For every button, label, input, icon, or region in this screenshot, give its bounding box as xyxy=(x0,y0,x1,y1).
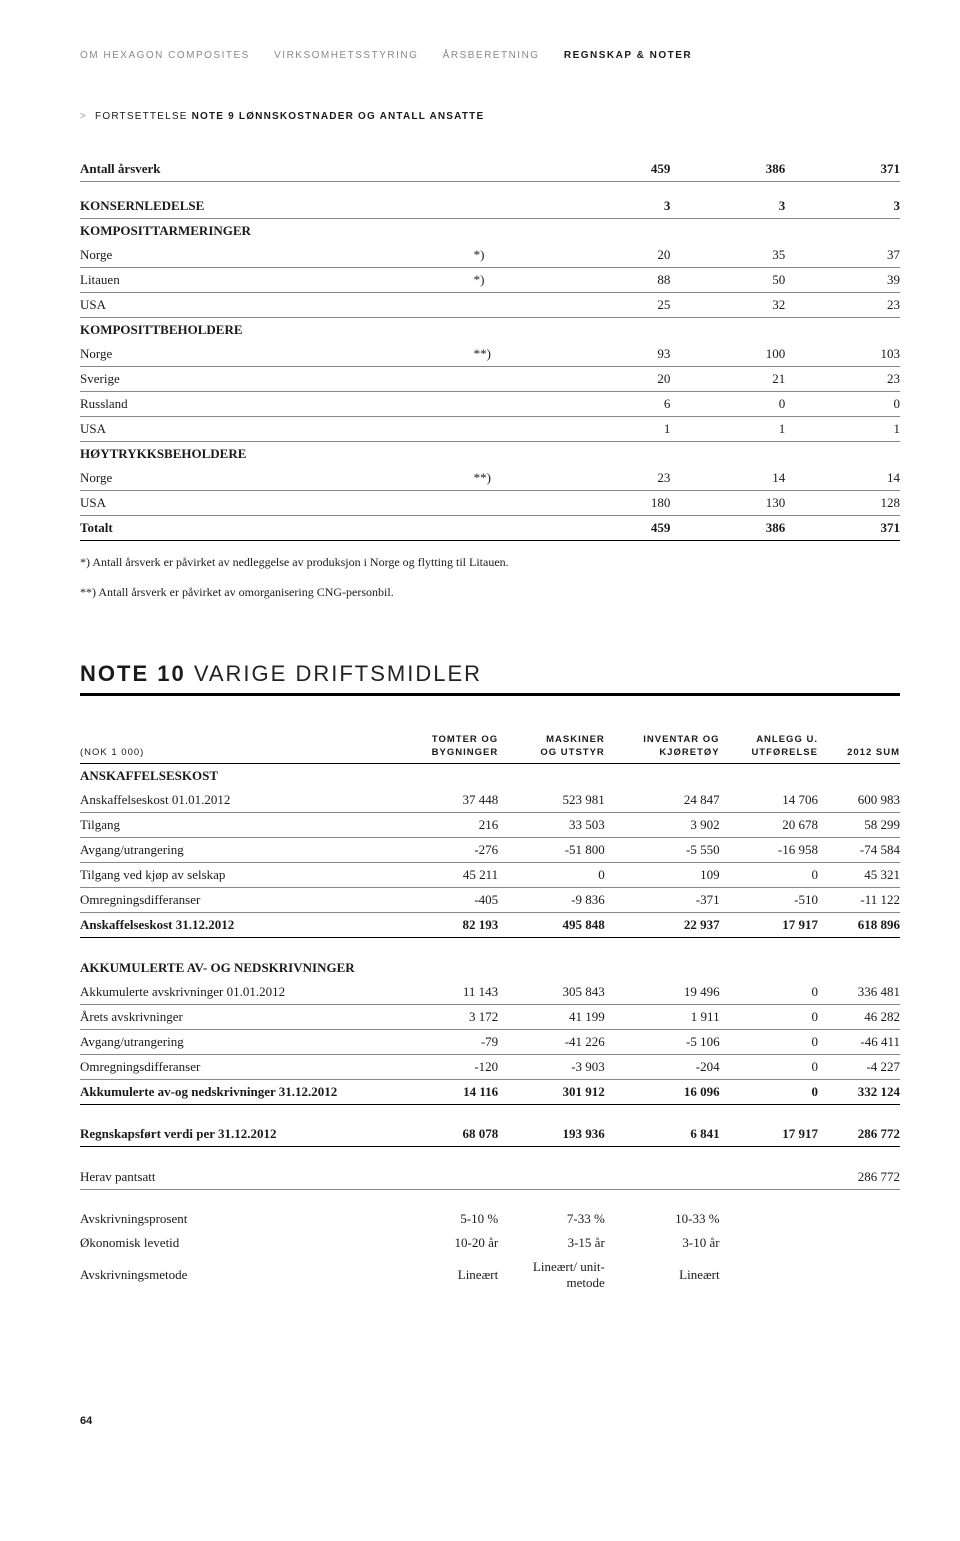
table-row: Økonomisk levetid10-20 år3-15 år3-10 år xyxy=(80,1231,900,1255)
table-row: KOMPOSITTBEHOLDERE xyxy=(80,317,900,342)
table-row: Anskaffelseskost 01.01.201237 448523 981… xyxy=(80,788,900,813)
note-number: NOTE 10 xyxy=(80,661,186,686)
table-row: Tilgang21633 5033 90220 67858 299 xyxy=(80,813,900,838)
table-row xyxy=(80,938,900,956)
table-row: Anskaffelseskost 31.12.201282 193495 848… xyxy=(80,913,900,938)
table-row: Årets avskrivninger3 17241 1991 911046 2… xyxy=(80,1004,900,1029)
table-row: Russland600 xyxy=(80,391,900,416)
table-row: Norge**)231414 xyxy=(80,466,900,491)
table-row: Totalt459386371 xyxy=(80,515,900,540)
table-row: Avskrivningsprosent5-10 %7-33 %10-33 % xyxy=(80,1207,900,1231)
footnote: **) Antall årsverk er påvirket av omorga… xyxy=(80,583,900,601)
nav-item[interactable]: ÅRSBERETNING xyxy=(443,50,540,61)
table-row: USA180130128 xyxy=(80,490,900,515)
col-header: INVENTAR OGKJØRETØY xyxy=(605,731,720,764)
table-row: KOMPOSITTARMERINGER xyxy=(80,218,900,243)
continuation-prefix: FORTSETTELSE xyxy=(95,111,188,122)
table-row: USA253223 xyxy=(80,292,900,317)
col-header: MASKINEROG UTSTYR xyxy=(498,731,605,764)
table-row: Regnskapsført verdi per 31.12.201268 078… xyxy=(80,1122,900,1147)
table-row: Omregningsdifferanser-120-3 903-2040-4 2… xyxy=(80,1054,900,1079)
table-row: Herav pantsatt286 772 xyxy=(80,1165,900,1190)
continuation-line: > FORTSETTELSE NOTE 9 LØNNSKOSTNADER OG … xyxy=(80,111,900,122)
table-row: ANSKAFFELSESKOST xyxy=(80,764,900,789)
continuation-title: NOTE 9 LØNNSKOSTNADER OG ANTALL ANSATTE xyxy=(192,111,485,122)
table-row xyxy=(80,1147,900,1165)
caret-icon: > xyxy=(80,111,87,122)
table-row: Omregningsdifferanser-405-9 836-371-510-… xyxy=(80,888,900,913)
table-row: Akkumulerte avskrivninger 01.01.201211 1… xyxy=(80,980,900,1005)
table-row: HØYTRYKKSBEHOLDERE xyxy=(80,441,900,466)
table-row: Norge*)203537 xyxy=(80,243,900,268)
table-row: AvskrivningsmetodeLineærtLineært/ unit-m… xyxy=(80,1255,900,1295)
table-row: Avgang/utrangering-276-51 800-5 550-16 9… xyxy=(80,838,900,863)
table-row xyxy=(80,182,900,194)
table-row: Avgang/utrangering-79-41 226-5 1060-46 4… xyxy=(80,1029,900,1054)
table-row: USA111 xyxy=(80,416,900,441)
table-row: KONSERNLEDELSE333 xyxy=(80,194,900,219)
table-row: AKKUMULERTE AV- OG NEDSKRIVNINGER xyxy=(80,956,900,980)
table-row: Akkumulerte av-og nedskrivninger 31.12.2… xyxy=(80,1079,900,1104)
nav-item[interactable]: OM HEXAGON COMPOSITES xyxy=(80,50,250,61)
table-row: Sverige202123 xyxy=(80,366,900,391)
col-header: 2012 SUM xyxy=(818,731,900,764)
table-row: Tilgang ved kjøp av selskap45 2110109045… xyxy=(80,863,900,888)
col-header: TOMTER OGBYGNINGER xyxy=(392,731,499,764)
table-row xyxy=(80,1104,900,1122)
footnote: *) Antall årsverk er påvirket av nedlegg… xyxy=(80,553,900,571)
nav-item[interactable]: VIRKSOMHETSSTYRING xyxy=(274,50,418,61)
nav-item-active[interactable]: REGNSKAP & NOTER xyxy=(564,50,692,61)
note-rule xyxy=(80,693,900,696)
page-number: 64 xyxy=(80,1415,900,1427)
table-row xyxy=(80,1189,900,1207)
table-header-row: (NOK 1 000) TOMTER OGBYGNINGER MASKINERO… xyxy=(80,731,900,764)
table-note10: (NOK 1 000) TOMTER OGBYGNINGER MASKINERO… xyxy=(80,731,900,1296)
col-header: ANLEGG U.UTFØRELSE xyxy=(720,731,818,764)
note-title: VARIGE DRIFTSMIDLER xyxy=(194,661,482,686)
table-note9: Antall årsverk459386371 KONSERNLEDELSE333… xyxy=(80,157,900,541)
note10-heading: NOTE 10 VARIGE DRIFTSMIDLER xyxy=(80,661,900,687)
unit-label: (NOK 1 000) xyxy=(80,731,392,764)
table-row: Litauen*)885039 xyxy=(80,267,900,292)
header-nav: OM HEXAGON COMPOSITES VIRKSOMHETSSTYRING… xyxy=(80,50,900,61)
table-row: Antall årsverk459386371 xyxy=(80,157,900,182)
table-row: Norge**)93100103 xyxy=(80,342,900,367)
